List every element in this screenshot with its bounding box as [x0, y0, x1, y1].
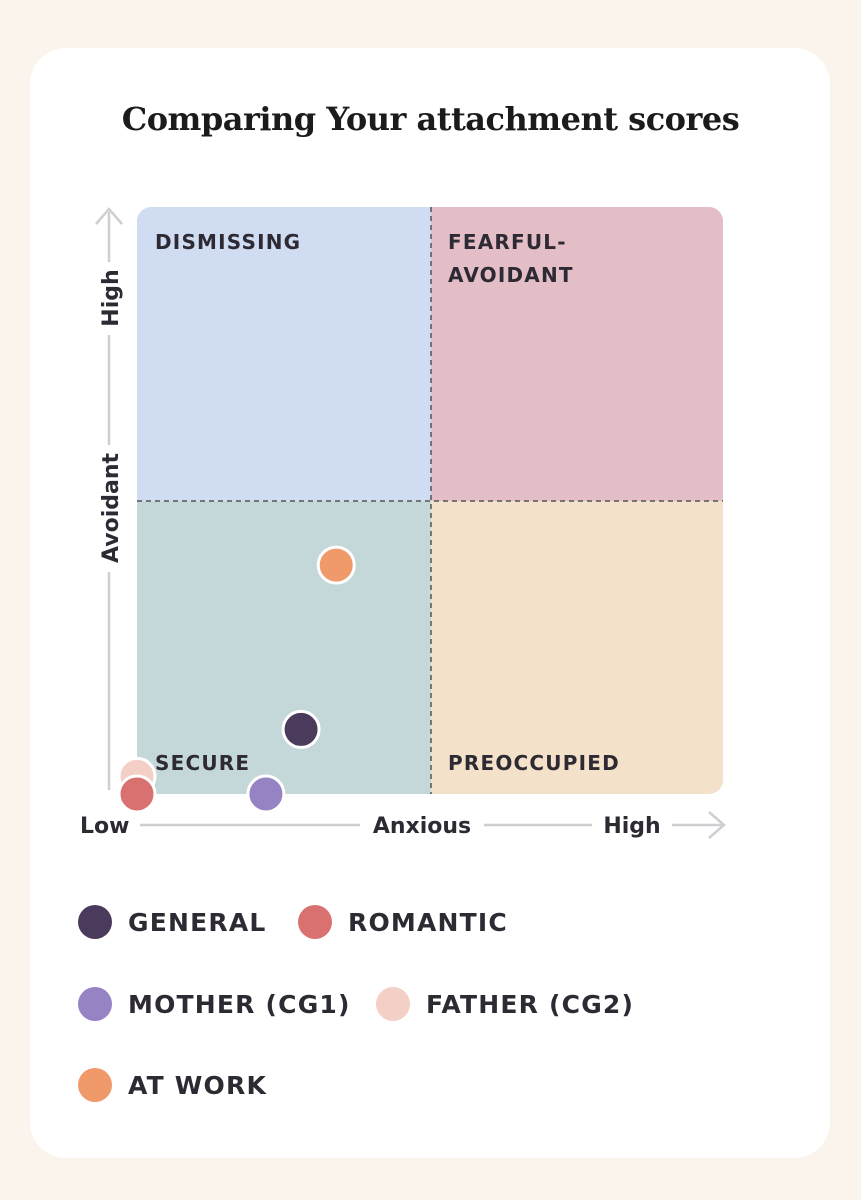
quadrant-dismissing — [137, 207, 431, 501]
legend-item-mother: MOTHER (CG1) — [78, 987, 351, 1021]
legend-item-romantic: ROMANTIC — [298, 905, 508, 939]
legend-dot-mother — [78, 987, 112, 1021]
y-axis: High Avoidant — [95, 207, 124, 790]
data-points — [117, 545, 356, 814]
legend-dot-romantic — [298, 905, 332, 939]
legend-label-romantic: ROMANTIC — [348, 907, 508, 937]
legend-label-general: GENERAL — [128, 907, 267, 937]
quadrant-label-dismissing: DISMISSING — [155, 230, 301, 254]
legend-label-father: FATHER (CG2) — [426, 989, 635, 1019]
legend-item-at-work: AT WORK — [78, 1068, 267, 1102]
quadrant-secure — [137, 501, 431, 794]
quadrant-backgrounds — [137, 207, 723, 794]
legend-label-at-work: AT WORK — [128, 1070, 268, 1100]
legend-item-father: FATHER (CG2) — [376, 987, 634, 1021]
quadrant-fearful-avoidant — [431, 207, 723, 501]
y-axis-label: Avoidant — [99, 453, 124, 563]
attachment-chart: DISMISSING FEARFUL- AVOIDANT SECURE PREO… — [80, 207, 726, 839]
y-axis-high-label: High — [99, 269, 124, 326]
legend-dot-father — [376, 987, 410, 1021]
x-axis-low-label: Low — [80, 814, 129, 839]
point-mother-cg1 — [246, 774, 286, 814]
quadrant-label-secure: SECURE — [155, 751, 250, 775]
x-axis-high-label: High — [603, 814, 660, 839]
legend-item-general: GENERAL — [78, 905, 267, 939]
legend-label-mother: MOTHER (CG1) — [128, 989, 351, 1019]
chart-title: Comparing Your attachment scores — [121, 100, 740, 138]
point-at-work — [316, 545, 356, 585]
quadrant-preoccupied — [431, 501, 723, 794]
legend-dot-at-work — [78, 1068, 112, 1102]
quadrant-label-preoccupied: PREOCCUPIED — [448, 751, 620, 775]
quadrant-label-fearful-line1: FEARFUL- — [448, 230, 567, 254]
point-general — [281, 709, 321, 749]
quadrant-label-fearful-line2: AVOIDANT — [448, 263, 574, 287]
x-axis: Low Anxious High — [80, 811, 726, 839]
legend-dot-general — [78, 905, 112, 939]
point-romantic — [117, 774, 157, 814]
x-axis-label: Anxious — [373, 814, 471, 839]
